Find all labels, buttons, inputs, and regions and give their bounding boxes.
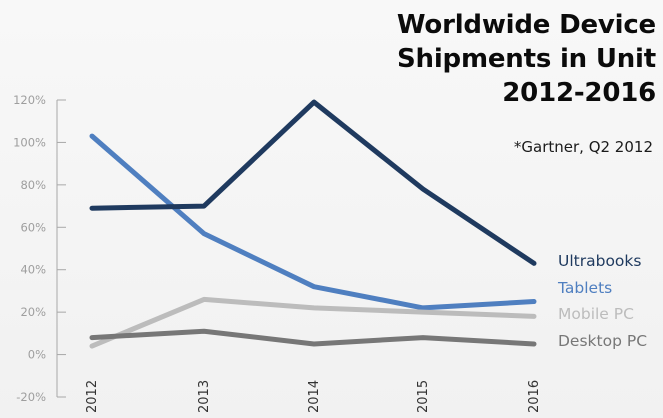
legend-entry: Ultrabooks xyxy=(558,252,641,270)
legend-entry: Mobile PC xyxy=(558,305,634,323)
legend-layer: Ultrabooks Tablets Mobile PC Desktop PC xyxy=(557,252,647,350)
y-tick-label: 20% xyxy=(20,305,46,319)
series-line xyxy=(89,328,537,347)
source-note: *Gartner, Q2 2012 xyxy=(513,138,653,156)
series-layer xyxy=(89,99,537,349)
axis-layer: -20% 0% 20% 40% 60% 80% 100% 120% 2012 2013 2014 20… xyxy=(13,93,542,413)
y-tick-label: 120% xyxy=(13,93,46,107)
y-tick-label: 100% xyxy=(13,135,46,149)
y-tick-label: 60% xyxy=(20,220,46,234)
x-tick-label: 2013 xyxy=(197,380,212,413)
y-tick-label: 80% xyxy=(20,178,46,192)
chart-title: Worldwide Device Shipments in Unit 2012-… xyxy=(396,10,656,108)
series-line xyxy=(89,99,537,266)
y-tick-label: 40% xyxy=(20,263,46,277)
y-tick-label: 0% xyxy=(28,348,46,362)
x-tick-label: 2012 xyxy=(85,380,100,413)
legend-entry: Tablets xyxy=(557,279,612,297)
legend-entry: Desktop PC xyxy=(558,332,647,350)
y-tick-label: -20% xyxy=(16,390,46,404)
x-tick-label: 2015 xyxy=(416,380,431,413)
x-tick-label: 2014 xyxy=(307,380,322,413)
x-tick-label: 2016 xyxy=(527,380,542,413)
